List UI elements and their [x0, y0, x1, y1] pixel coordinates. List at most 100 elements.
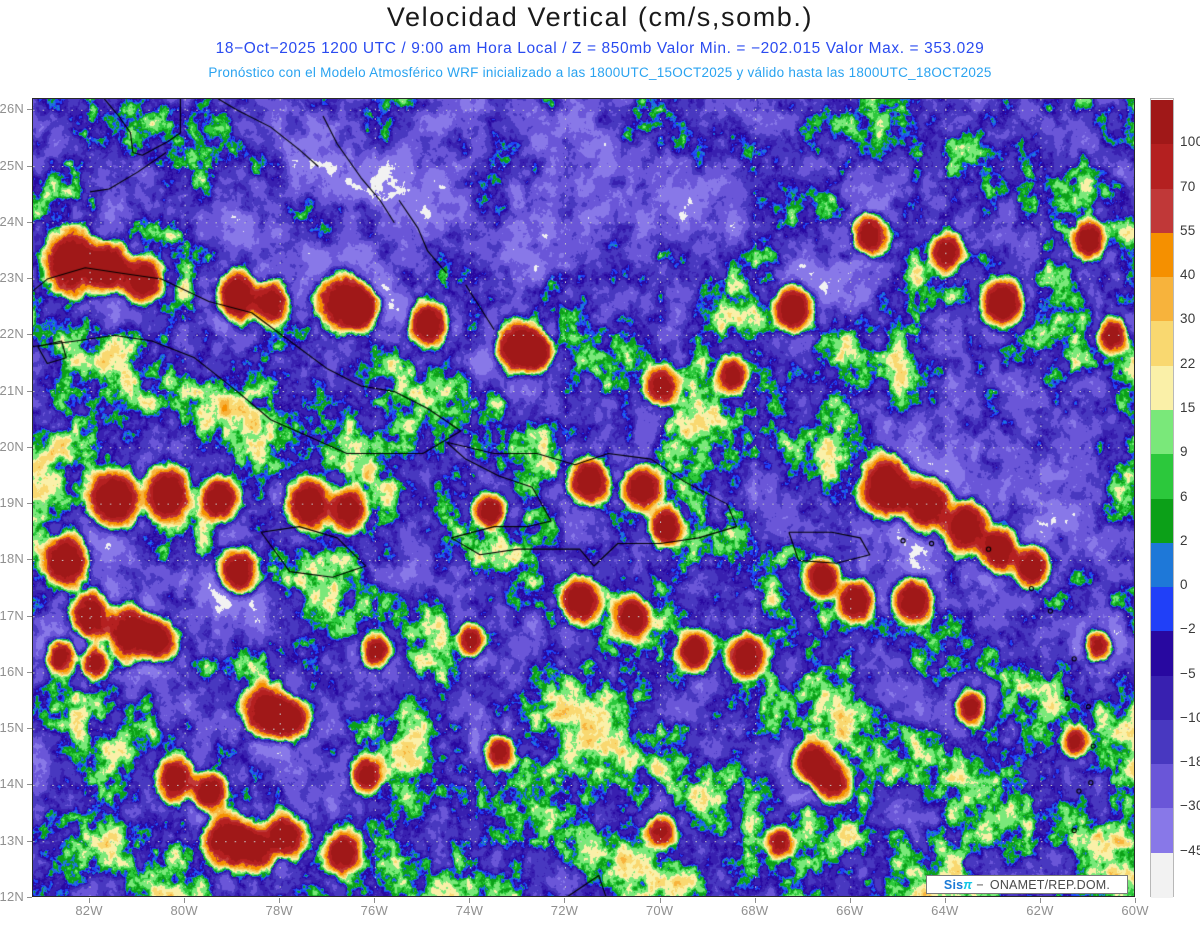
lon-tick-mark [89, 898, 91, 903]
lon-tick-label: 74W [455, 903, 484, 918]
lat-tick-label: 23N [0, 270, 24, 286]
colorbar-tick-label: 40 [1180, 267, 1196, 283]
colorbar-tick-label: 30 [1180, 311, 1196, 327]
colorbar-band [1151, 454, 1173, 500]
colorbar-band [1151, 719, 1173, 765]
lon-tick-label: 64W [931, 903, 959, 918]
colorbar-tick-label: 70 [1180, 178, 1196, 194]
colorbar-tick-label: −45 [1180, 842, 1200, 858]
colorbar-band [1151, 277, 1173, 322]
lat-tick-mark [27, 221, 32, 223]
lon-tick-mark [184, 898, 186, 903]
colorbar-band [1151, 764, 1173, 810]
watermark-badge: Sis π − ONAMET/REP.DOM. [926, 875, 1128, 894]
lon-tick-mark [374, 898, 376, 903]
lat-tick-label: 20N [0, 438, 24, 454]
chart-header: Velocidad Vertical (cm/s,somb.) 18−Oct−2… [0, 0, 1200, 92]
page-title: Velocidad Vertical (cm/s,somb.) [386, 2, 814, 32]
lat-tick-label: 24N [0, 213, 24, 229]
lat-tick-mark [27, 109, 32, 111]
colorbar-tick-label: 2 [1180, 532, 1188, 548]
colorbar-band [1151, 675, 1173, 721]
lon-tick-mark [279, 898, 281, 903]
lon-tick-label: 80W [170, 903, 198, 918]
colorbar-band [1151, 631, 1173, 677]
lat-tick-mark [27, 559, 32, 561]
colorbar-tick-label: 100 [1180, 134, 1200, 150]
colorbar-tick-label: 55 [1180, 222, 1196, 238]
watermark-org-text: ONAMET/REP.DOM. [989, 877, 1111, 892]
lat-tick-label: 18N [0, 551, 24, 567]
colorbar-band [1151, 808, 1173, 854]
lat-tick-label: 12N [0, 889, 24, 904]
lat-tick-mark [27, 897, 32, 898]
watermark-pi-icon: π [963, 877, 973, 892]
lat-tick-mark [27, 446, 32, 448]
colorbar-band [1151, 188, 1173, 234]
lat-tick-label: 25N [0, 157, 24, 173]
subtitle-model-line: Pronóstico con el Modelo Atmosférico WRF… [208, 65, 992, 80]
colorbar-tick-label: 6 [1180, 488, 1188, 504]
colorbar-band [1151, 100, 1173, 145]
lon-tick-label: 62W [1026, 903, 1054, 918]
lon-tick-mark [944, 898, 946, 903]
colorbar-band [1151, 542, 1173, 588]
lat-tick-mark [27, 390, 32, 392]
colorbar-band [1151, 498, 1173, 544]
lat-tick-mark [27, 728, 32, 730]
subtitle-meta-line: 18−Oct−2025 1200 UTC / 9:00 am Hora Loca… [215, 40, 985, 57]
lon-tick-mark [564, 898, 566, 903]
colorbar-band [1151, 321, 1173, 367]
lon-tick-label: 72W [550, 903, 579, 918]
lon-tick-mark [754, 898, 756, 903]
lon-tick-mark [849, 898, 851, 903]
lat-tick-label: 22N [0, 326, 24, 342]
colorbar-band [1151, 409, 1173, 455]
watermark-sis-text: Sis [943, 877, 964, 892]
lat-tick-label: 16N [0, 663, 24, 679]
colorbar-tick-label: 0 [1180, 577, 1188, 593]
watermark-dash: − [976, 877, 984, 892]
lon-tick-label: 76W [360, 903, 388, 918]
lat-tick-label: 19N [0, 495, 24, 511]
lat-tick-mark [27, 784, 32, 786]
colorbar-tick-label: −18 [1180, 754, 1200, 770]
colorbar-tick-label: −30 [1180, 798, 1200, 814]
lon-tick-mark [469, 898, 471, 903]
colorbar-tick-label: −5 [1180, 665, 1196, 681]
colorbar-tick-label: −2 [1180, 621, 1196, 637]
colorbar-band [1151, 587, 1173, 632]
lon-tick-label: 68W [740, 903, 769, 918]
colorbar-tick-label: 22 [1180, 355, 1196, 371]
vertical-velocity-heatmap [33, 99, 1134, 896]
lat-tick-label: 15N [0, 720, 24, 736]
colorbar [1150, 98, 1174, 898]
lon-tick-label: 70W [645, 903, 674, 918]
lat-tick-mark [27, 165, 32, 167]
lat-tick-label: 13N [0, 832, 24, 848]
colorbar-tick-label: −10 [1180, 709, 1200, 725]
lon-tick-label: 82W [75, 903, 103, 918]
colorbar-band [1151, 144, 1173, 190]
lon-tick-mark [1039, 898, 1041, 903]
lat-tick-label: 14N [0, 776, 24, 792]
lon-tick-label: 78W [265, 903, 293, 918]
colorbar-tick-label: 15 [1180, 399, 1196, 415]
colorbar-band [1151, 365, 1173, 411]
lat-tick-label: 21N [0, 382, 24, 398]
colorbar-tick-label: 9 [1180, 444, 1188, 460]
lat-tick-mark [27, 278, 32, 280]
lat-tick-mark [27, 334, 32, 336]
colorbar-band [1151, 232, 1173, 278]
map-plot-area[interactable] [32, 98, 1135, 897]
lat-tick-mark [27, 615, 32, 617]
lon-tick-mark [659, 898, 661, 903]
lat-tick-label: 17N [0, 607, 24, 623]
lat-tick-label: 26N [0, 101, 24, 117]
lon-tick-label: 60W [1121, 903, 1149, 918]
lat-tick-mark [27, 503, 32, 505]
colorbar-band [1151, 852, 1173, 898]
lat-tick-mark [27, 840, 32, 842]
lat-tick-mark [27, 671, 32, 673]
lon-tick-mark [1135, 898, 1136, 903]
